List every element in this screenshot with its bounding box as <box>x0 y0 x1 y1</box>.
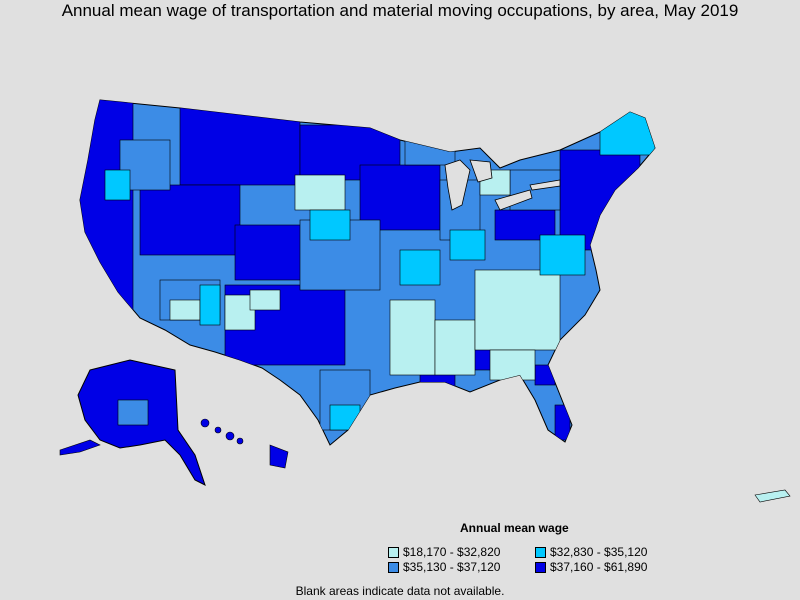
puerto-rico <box>754 489 791 503</box>
legend-item-3: $35,130 - $37,120 <box>388 560 500 574</box>
legend-title: Annual mean wage <box>460 521 569 535</box>
contiguous-us <box>79 99 656 446</box>
legend-swatch-1 <box>388 546 399 558</box>
map-title: Annual mean wage of transportation and m… <box>61 1 739 20</box>
legend-item-1: $18,170 - $32,820 <box>388 545 500 559</box>
legend-item-2: $32,830 - $35,120 <box>535 545 647 559</box>
legend-swatch-4 <box>535 561 546 573</box>
data-note: Blank areas indicate data not available. <box>295 584 505 598</box>
legend-label-1: $18,170 - $32,820 <box>403 545 501 559</box>
legend-swatch-2 <box>535 546 546 558</box>
legend-label-2: $32,830 - $35,120 <box>550 545 648 559</box>
alaska <box>59 359 206 486</box>
legend-label-4: $37,160 - $61,890 <box>550 560 648 574</box>
hawaii <box>200 418 289 469</box>
legend-swatch-3 <box>388 561 399 573</box>
legend-item-4: $37,160 - $61,890 <box>535 560 647 574</box>
legend-label-3: $35,130 - $37,120 <box>403 560 501 574</box>
